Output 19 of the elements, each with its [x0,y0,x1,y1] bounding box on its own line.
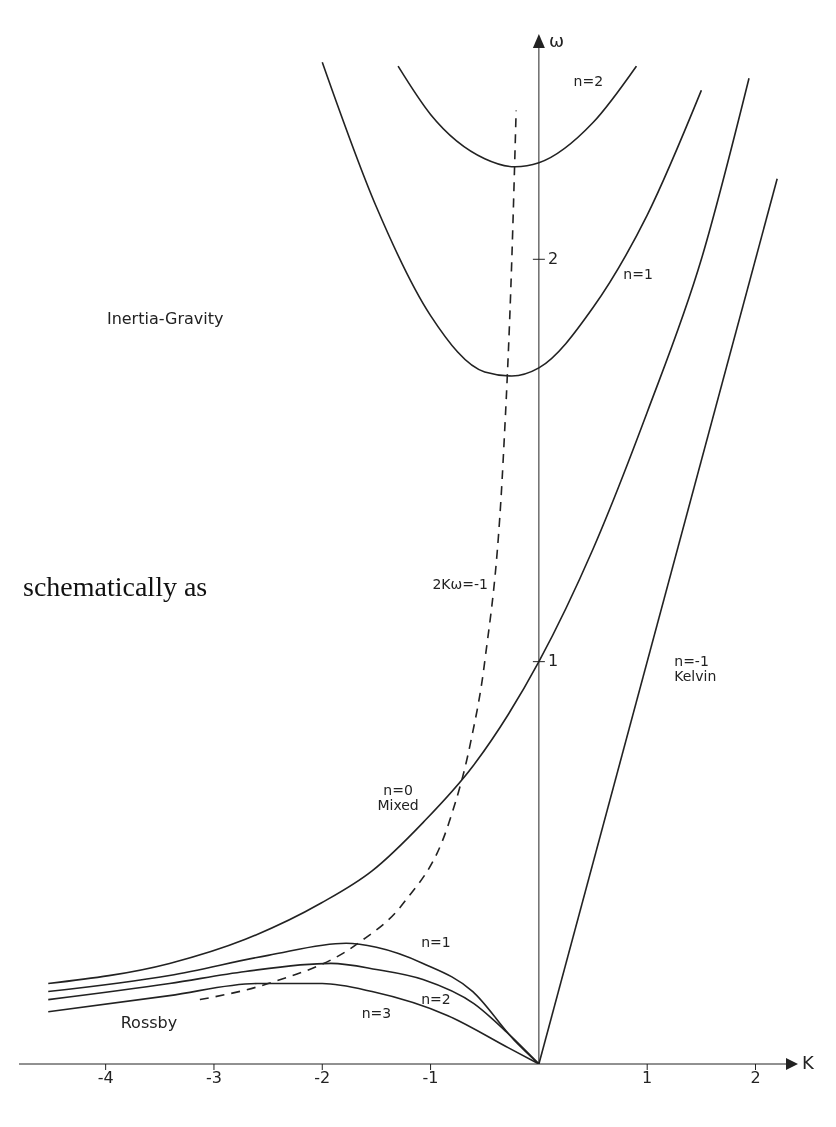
x-tick-label: -4 [97,1068,114,1088]
x-tick-label: -3 [205,1068,222,1088]
annotation: Rossby [120,1013,178,1033]
series-label: n=3 [361,1004,392,1021]
x-tick-label: 2 [750,1068,761,1088]
x-tick-label: 1 [642,1068,653,1088]
y-axis-title: ω [548,30,564,51]
series-label: n=-1 Kelvin [674,652,717,685]
x-tick-label: -1 [422,1068,439,1088]
x-axis-title: K [802,1052,815,1073]
series-label: n=1 [421,934,451,951]
annotation: schematically as [23,570,208,602]
series-label: 2Kω=-1 [432,576,488,593]
series-label: n=2 [421,990,451,1007]
x-tick-label: -2 [314,1068,331,1088]
series-label: n=2 [573,73,604,90]
series-label: n=0 Mixed [377,781,419,814]
annotation: Inertia-Gravity [106,309,224,329]
series-label: n=1 [623,266,653,283]
